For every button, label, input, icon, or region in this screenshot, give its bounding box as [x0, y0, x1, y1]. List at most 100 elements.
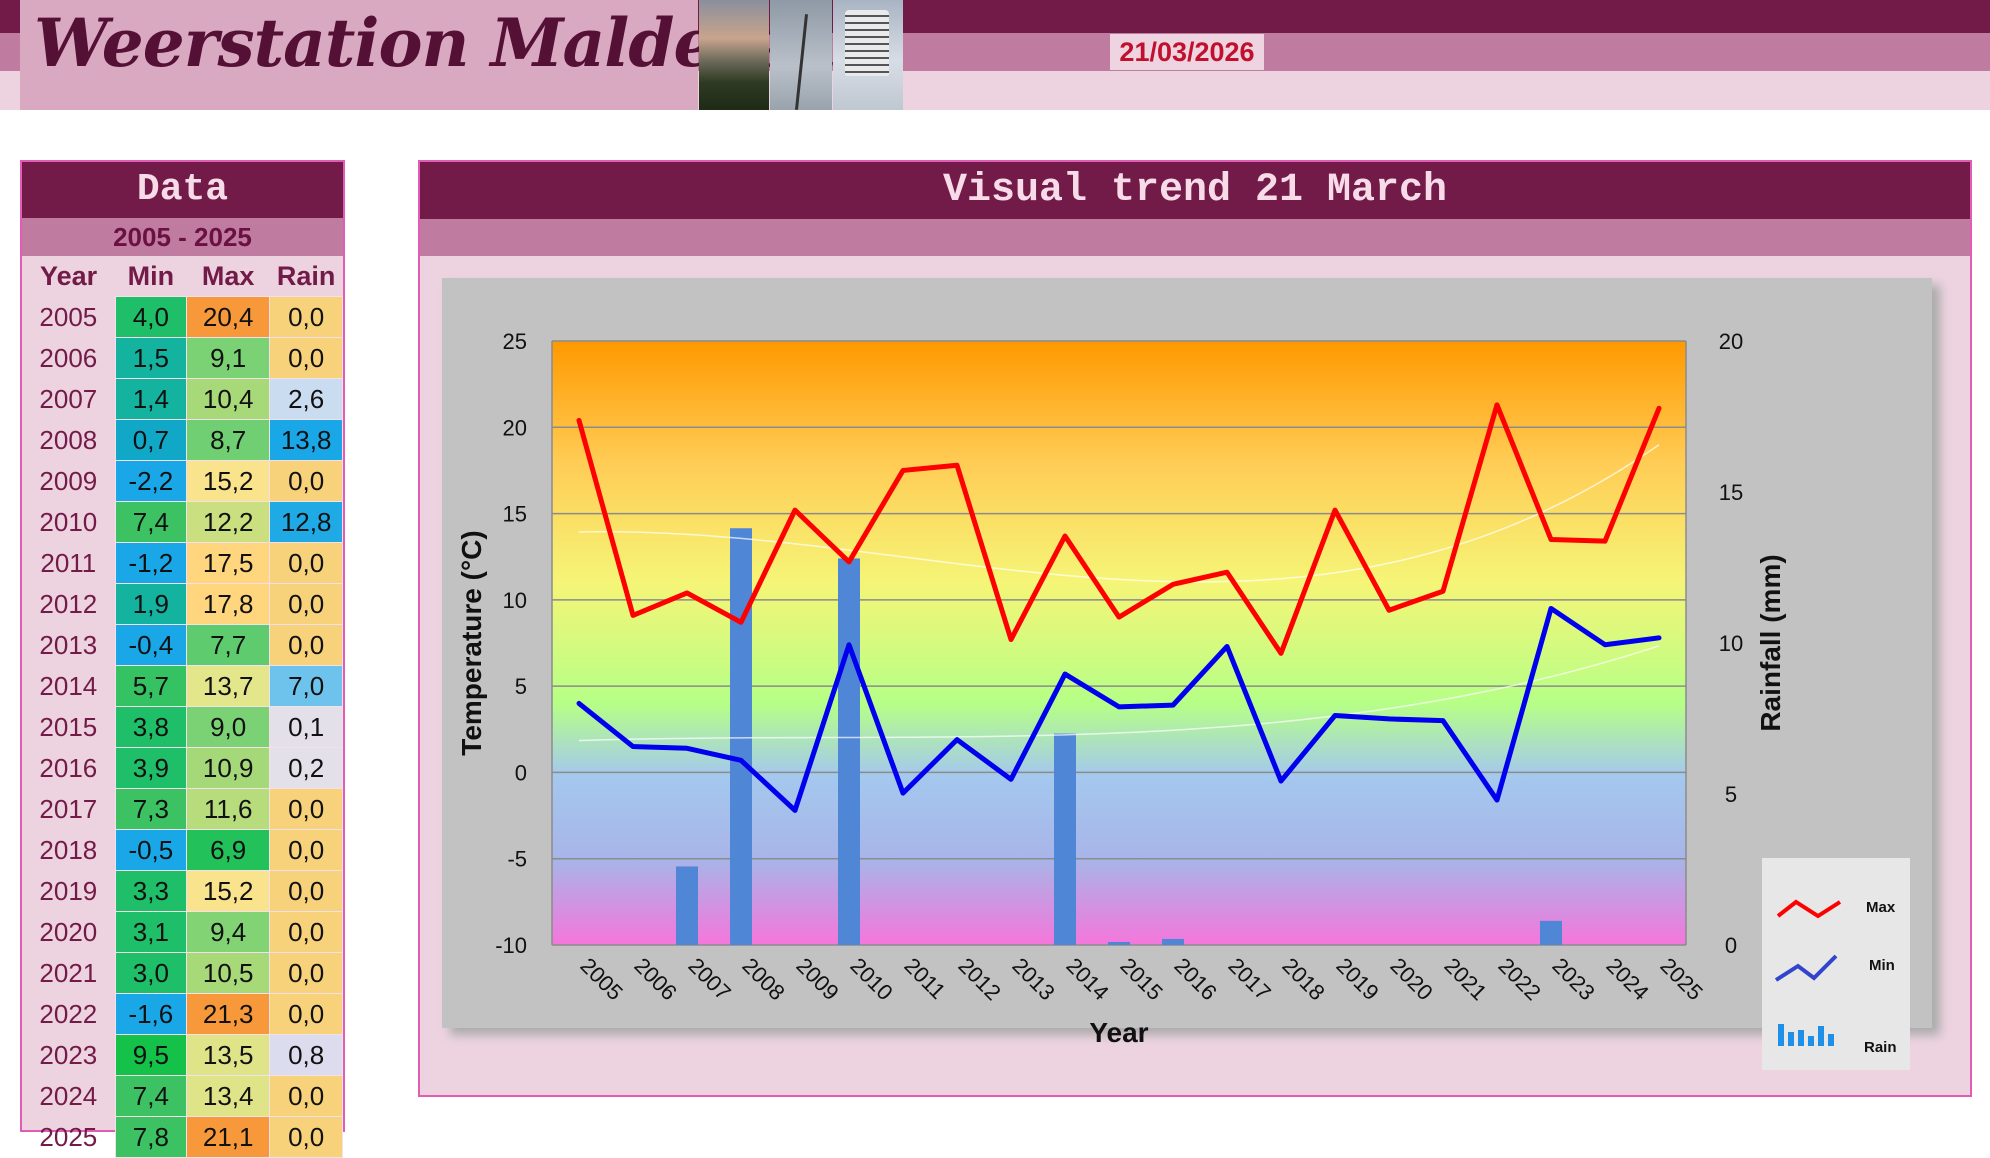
table-row: 2011 -1,2 17,5 0,0	[22, 542, 343, 584]
legend-box	[1762, 858, 1910, 1070]
rain-cell: 0,0	[269, 542, 343, 584]
year-cell: 2022	[39, 998, 98, 1029]
table-row: 2007 1,4 10,4 2,6	[22, 378, 343, 420]
year-cell: 2015	[39, 711, 98, 742]
rain-cell: 7,0	[269, 665, 343, 707]
legend-rain-icon	[1808, 1036, 1814, 1046]
y-tick-label: 10	[503, 588, 527, 613]
max-trendline	[578, 444, 1660, 583]
station-photo-mast	[770, 0, 832, 110]
rain-cell: 2,6	[269, 378, 343, 420]
header-year: Year	[40, 260, 98, 291]
y-tick-label: 0	[515, 760, 527, 785]
year-cell: 2023	[39, 1039, 98, 1070]
chart-panel-title: Visual trend 21 March	[420, 162, 1970, 219]
x-axis-title: Year	[1089, 1017, 1148, 1048]
table-row: 2009 -2,2 15,2 0,0	[22, 460, 343, 502]
table-header-row: Year Min Max Rain	[22, 256, 343, 297]
max-cell: 17,5	[186, 542, 271, 584]
rain-bar	[1540, 920, 1562, 945]
rain-bar	[1162, 938, 1184, 945]
rain-cell: 0,0	[269, 337, 343, 379]
max-cell: 17,8	[186, 583, 271, 625]
legend-rain-icon	[1798, 1030, 1804, 1046]
rain-cell: 0,0	[269, 296, 343, 338]
min-cell: -1,6	[114, 993, 188, 1035]
year-cell: 2005	[39, 301, 98, 332]
rain-bar	[730, 528, 752, 945]
table-row: 2010 7,4 12,2 12,8	[22, 501, 343, 543]
table-row: 2022 -1,6 21,3 0,0	[22, 993, 343, 1035]
max-cell: 6,9	[186, 829, 271, 871]
legend-max-icon	[1776, 899, 1842, 919]
table-row: 2013 -0,4 7,7 0,0	[22, 624, 343, 666]
year-cell: 2021	[39, 957, 98, 988]
y-axis-title: Temperature (°C)	[456, 530, 487, 755]
min-cell: 1,4	[114, 378, 188, 420]
max-cell: 21,3	[186, 993, 271, 1035]
y2-axis-title: Rainfall (mm)	[1755, 554, 1786, 731]
min-cell: 3,3	[114, 870, 188, 912]
table-row: 2006 1,5 9,1 0,0	[22, 337, 343, 379]
rain-cell: 0,0	[269, 829, 343, 871]
legend-rain-icon	[1788, 1032, 1794, 1046]
rain-cell: 0,0	[269, 870, 343, 912]
min-cell: 7,4	[114, 501, 188, 543]
table-row: 2016 3,9 10,9 0,2	[22, 747, 343, 789]
year-cell: 2011	[40, 547, 97, 578]
min-cell: 1,5	[114, 337, 188, 379]
y-tick-label: 15	[503, 502, 527, 527]
max-cell: 10,9	[186, 747, 271, 789]
plot-area	[552, 341, 1686, 945]
data-table: Year Min Max Rain 2005 4,0 20,4 0,0 2006 1,5 9…	[22, 256, 343, 1158]
table-row: 2015 3,8 9,0 0,1	[22, 706, 343, 748]
table-row: 2014 5,7 13,7 7,0	[22, 665, 343, 707]
min-cell: -1,2	[114, 542, 188, 584]
rain-cell: 0,0	[269, 1116, 343, 1158]
stevenson-screen-icon	[845, 10, 889, 76]
table-row: 2020 3,1 9,4 0,0	[22, 911, 343, 953]
min-cell: 1,9	[114, 583, 188, 625]
rain-cell: 0,0	[269, 624, 343, 666]
rain-cell: 0,1	[269, 706, 343, 748]
rain-cell: 0,0	[269, 460, 343, 502]
year-cell: 2024	[39, 1080, 98, 1111]
y2-tick-label: 15	[1719, 480, 1743, 505]
rain-bar	[1054, 733, 1076, 945]
data-panel-title: Data	[22, 162, 343, 218]
legend-min-label: Min	[1869, 957, 1895, 974]
rain-cell: 0,0	[269, 993, 343, 1035]
table-row: 2012 1,9 17,8 0,0	[22, 583, 343, 625]
rain-cell: 13,8	[269, 419, 343, 461]
rain-bar	[838, 558, 860, 945]
mast-icon	[794, 14, 809, 110]
min-cell: 9,5	[114, 1034, 188, 1076]
max-cell: 21,1	[186, 1116, 271, 1158]
table-body: 2005 4,0 20,4 0,0 2006 1,5 9,1 0,0 2007 1,4 10,4 2,…	[22, 296, 343, 1158]
current-date: 21/03/2026	[1110, 34, 1264, 70]
table-row: 2008 0,7 8,7 13,8	[22, 419, 343, 461]
header-rain: Rain	[276, 260, 336, 291]
min-cell: 3,9	[114, 747, 188, 789]
max-cell: 12,2	[186, 501, 271, 543]
max-cell: 15,2	[186, 870, 271, 912]
max-cell: 13,7	[186, 665, 271, 707]
min-cell: 5,7	[114, 665, 188, 707]
year-cell: 2017	[39, 793, 98, 824]
rain-bar	[1108, 941, 1130, 945]
year-cell: 2014	[39, 670, 98, 701]
y2-tick-label: 20	[1719, 329, 1743, 354]
legend-rain-icon	[1828, 1034, 1834, 1046]
max-cell: 10,4	[186, 378, 271, 420]
legend-rain-icon	[1778, 1024, 1784, 1046]
min-cell: -0,5	[114, 829, 188, 871]
max-cell: 10,5	[186, 952, 271, 994]
max-cell: 9,0	[186, 706, 271, 748]
max-series-line	[576, 402, 1662, 656]
year-cell: 2006	[39, 342, 98, 373]
rain-cell: 0,0	[269, 583, 343, 625]
chart-panel: Visual trend 21 March -10 -5 0 5 10 15 20 25 0 5 1…	[418, 160, 1972, 1097]
min-cell: 3,0	[114, 952, 188, 994]
table-row: 2025 7,8 21,1 0,0	[22, 1116, 343, 1158]
